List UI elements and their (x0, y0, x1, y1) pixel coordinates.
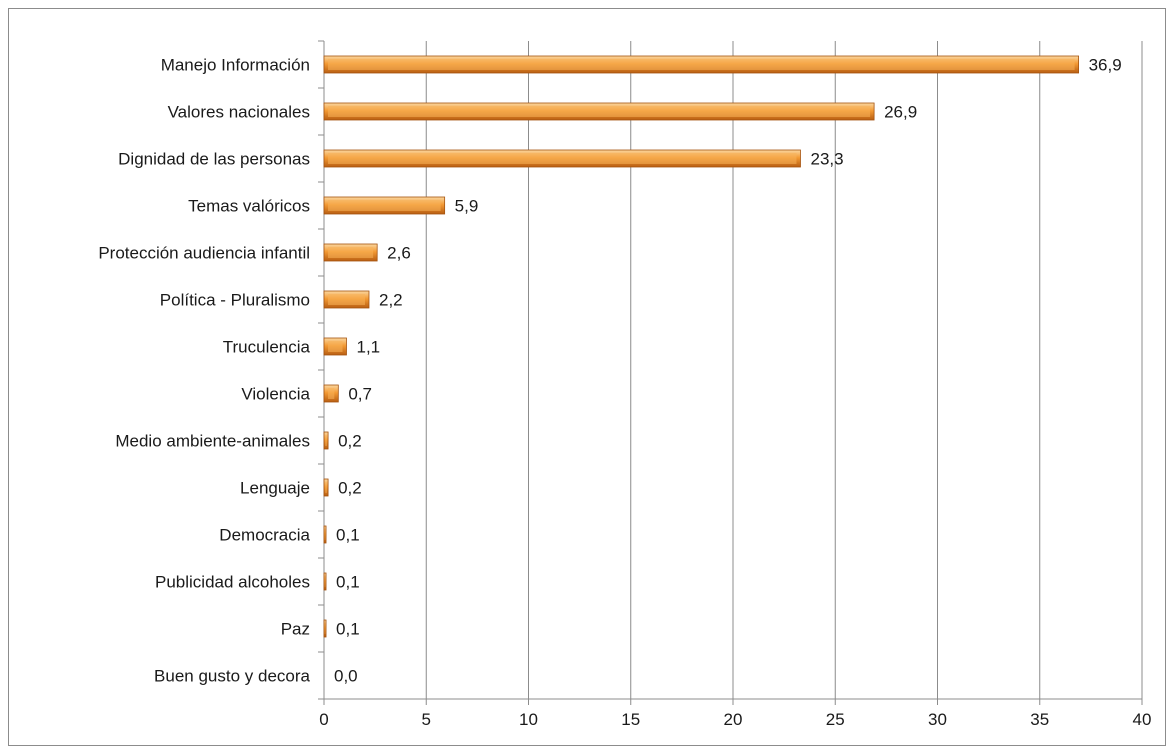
category-label: Democracia (219, 526, 310, 545)
bar (323, 102, 875, 121)
labels: 0 5 10 15 20 25 30 35 40 Manejo Información 36,9 Va… (98, 56, 1151, 730)
x-tick-label: 15 (621, 710, 640, 729)
x-tick-label: 20 (724, 710, 743, 729)
category-label: Violencia (241, 385, 310, 404)
data-label: 36,9 (1089, 56, 1122, 75)
data-label: 26,9 (884, 103, 917, 122)
data-label: 2,2 (379, 291, 403, 310)
bar (323, 196, 446, 215)
category-label: Medio ambiente-animales (115, 432, 310, 451)
data-label: 5,9 (455, 197, 479, 216)
bar (323, 619, 327, 638)
data-label: 0,1 (336, 620, 360, 639)
category-label: Dignidad de las personas (118, 150, 310, 169)
x-tick-label: 10 (519, 710, 538, 729)
category-label: Publicidad alcoholes (155, 573, 310, 592)
category-label: Política - Pluralismo (160, 291, 310, 310)
data-label: 23,3 (810, 150, 843, 169)
grid-lines (425, 41, 1143, 699)
bar (323, 572, 327, 591)
category-label: Manejo Información (161, 56, 310, 75)
bar (323, 478, 329, 497)
category-label: Lenguaje (240, 479, 310, 498)
data-label: 1,1 (356, 338, 380, 357)
axes (318, 40, 1143, 705)
category-label: Paz (281, 620, 310, 639)
category-label: Truculencia (223, 338, 311, 357)
x-tick-label: 0 (319, 710, 328, 729)
bar (323, 431, 329, 450)
bar (323, 243, 378, 262)
data-label: 0,1 (336, 573, 360, 592)
category-label: Protección audiencia infantil (98, 244, 310, 263)
x-tick-label: 25 (826, 710, 845, 729)
data-label: 2,6 (387, 244, 411, 263)
category-label: Buen gusto y decora (154, 667, 310, 686)
x-tick-label: 30 (928, 710, 947, 729)
data-label: 0,2 (338, 479, 362, 498)
x-tick-label: 40 (1133, 710, 1152, 729)
data-label: 0,2 (338, 432, 362, 451)
bar (323, 337, 347, 356)
x-tick-label: 5 (422, 710, 431, 729)
data-label: 0,1 (336, 526, 360, 545)
bar (323, 384, 339, 403)
data-label: 0,7 (348, 385, 372, 404)
bars (323, 55, 1080, 638)
bar (323, 525, 327, 544)
chart-frame: 0 5 10 15 20 25 30 35 40 Manejo Información 36,9 Va… (8, 8, 1166, 746)
category-label: Temas valóricos (188, 197, 310, 216)
x-tick-label: 35 (1030, 710, 1049, 729)
bar-chart: 0 5 10 15 20 25 30 35 40 Manejo Información 36,9 Va… (98, 40, 1151, 730)
bar (323, 149, 801, 168)
category-label: Valores nacionales (168, 103, 310, 122)
data-label: 0,0 (334, 667, 358, 686)
bar (323, 290, 370, 309)
bar (323, 55, 1080, 74)
